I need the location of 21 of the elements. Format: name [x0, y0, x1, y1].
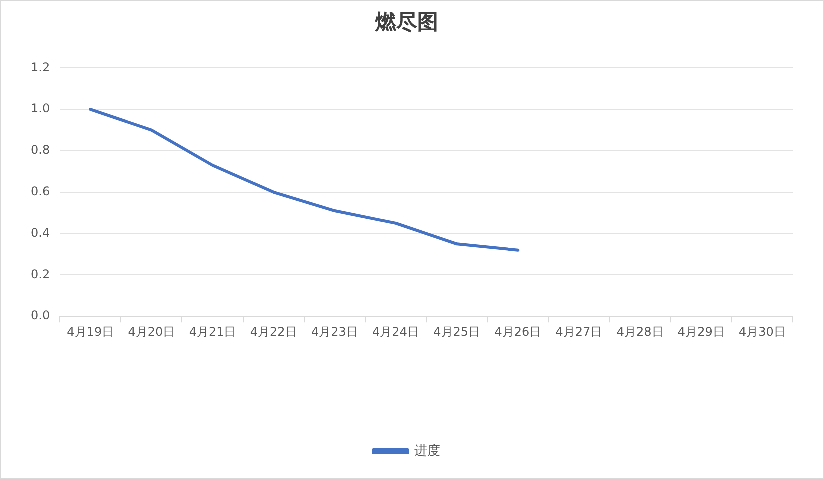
y-tick-label: 0.2 — [30, 267, 50, 282]
x-tick-label: 4月19日 — [67, 324, 114, 339]
x-tick-label: 4月28日 — [616, 324, 664, 339]
x-tick-label: 4月20日 — [128, 324, 176, 339]
x-tick-label: 4月26日 — [494, 324, 542, 339]
y-tick-label: 1.2 — [30, 60, 50, 74]
chart-title: 燃尽图 — [374, 10, 438, 34]
legend-label: 进度 — [414, 442, 440, 459]
y-tick-label: 0.4 — [30, 226, 50, 240]
x-tick-label: 4月21日 — [189, 324, 236, 339]
x-tick-label: 4月30日 — [739, 324, 786, 339]
x-tick-label: 4月24日 — [372, 324, 420, 339]
x-tick-label: 4月29日 — [678, 324, 725, 339]
y-tick-label: 1.0 — [30, 102, 50, 116]
x-tick-label: 4月22日 — [250, 324, 298, 339]
y-tick-label: 0.0 — [30, 308, 50, 323]
y-tick-label: 0.6 — [30, 184, 50, 199]
x-tick-label: 4月27日 — [556, 324, 603, 339]
x-tick-label: 4月23日 — [311, 324, 358, 339]
x-tick-label: 4月25日 — [434, 324, 481, 339]
y-tick-label: 0.8 — [30, 143, 50, 158]
